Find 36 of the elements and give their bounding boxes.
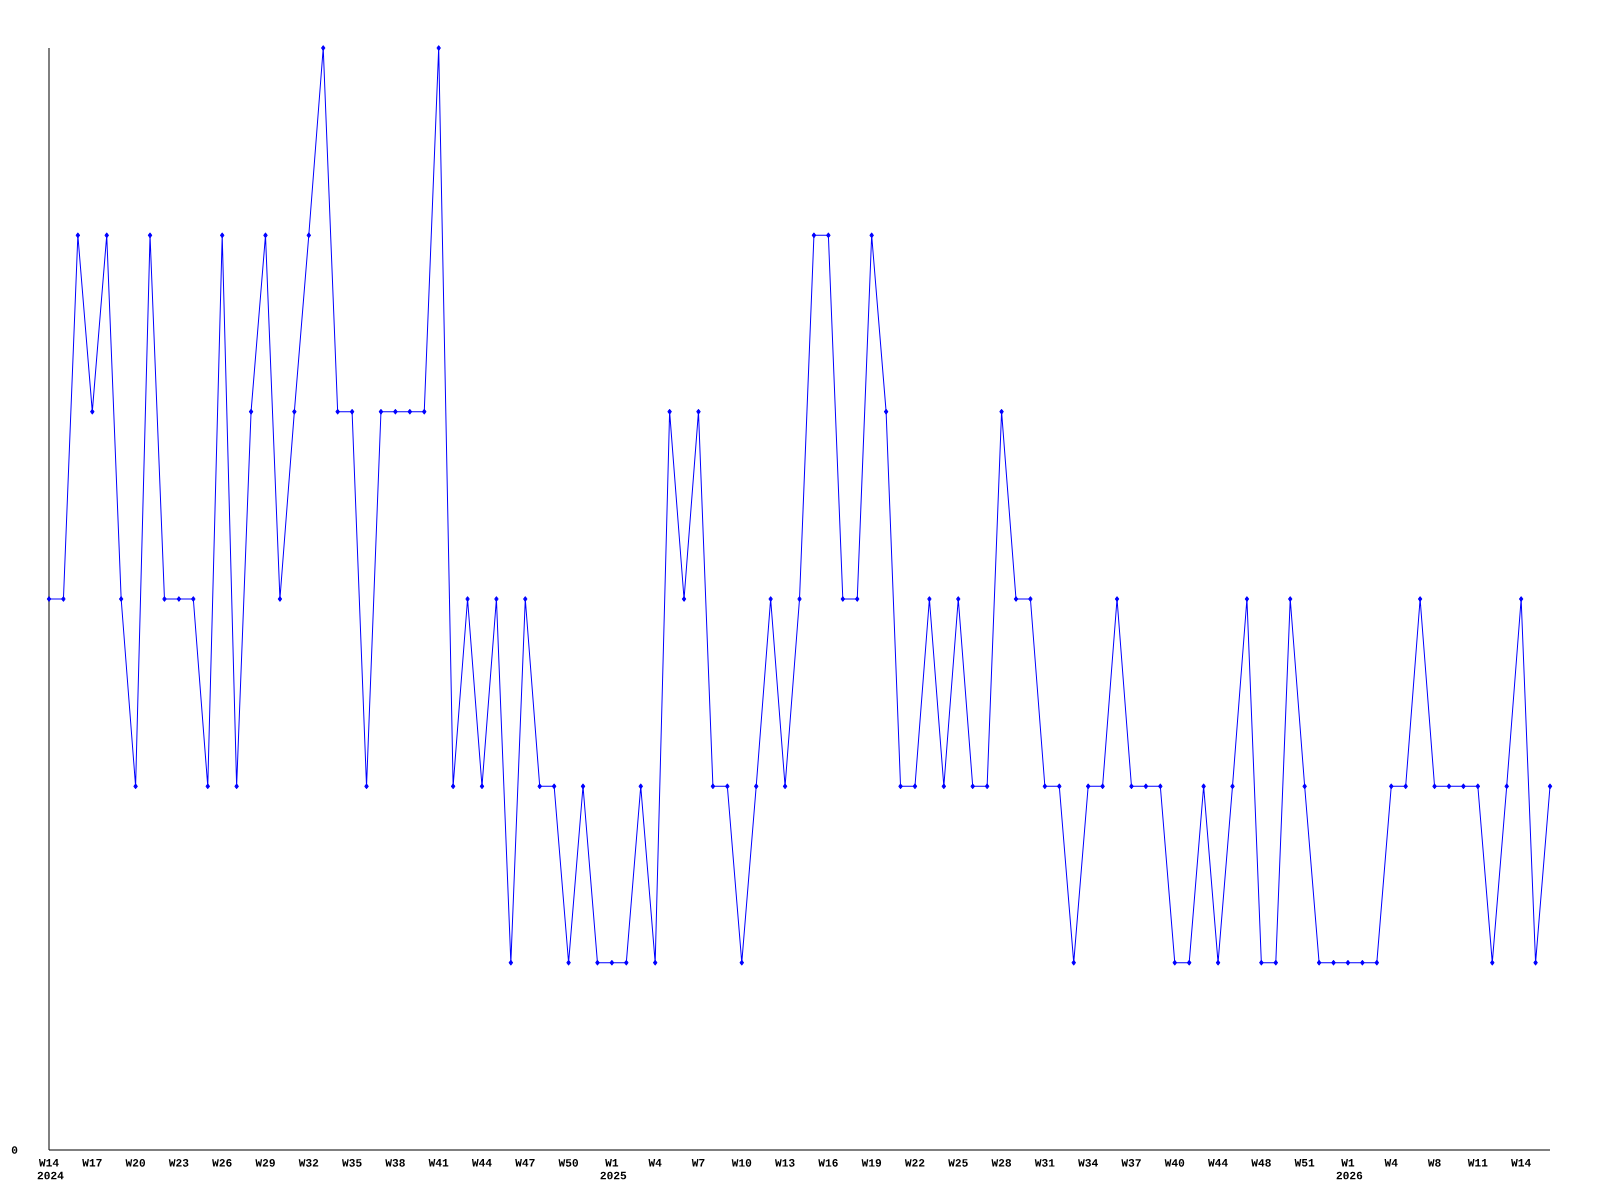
- x-tick-label: W7: [691, 1159, 705, 1167]
- x-tick-label: W1 2025: [600, 1159, 627, 1180]
- x-tick-label: W41: [428, 1159, 449, 1167]
- x-tick-label: W4: [648, 1159, 662, 1167]
- x-tick-label: W20: [125, 1159, 146, 1167]
- x-tick-label: W22: [904, 1159, 925, 1167]
- x-tick-label: W44: [1207, 1159, 1228, 1167]
- x-tick-label: W34: [1078, 1159, 1098, 1167]
- x-tick-label: W14: [1511, 1159, 1531, 1167]
- text: 0: [11, 1146, 18, 1154]
- x-tick-label: W16: [818, 1159, 838, 1167]
- x-tick-label: W14 2024: [37, 1159, 64, 1180]
- x-tick-label: W19: [861, 1159, 882, 1167]
- x-tick-label: W29: [255, 1159, 275, 1167]
- x-tick-label: W32: [298, 1159, 319, 1167]
- x-tick-label: W4: [1384, 1159, 1398, 1167]
- x-tick-label: W40: [1164, 1159, 1185, 1167]
- x-tick-label: W51: [1294, 1159, 1315, 1167]
- x-tick-label: W50: [558, 1159, 579, 1167]
- x-tick-label: W10: [731, 1159, 752, 1167]
- x-tick-label: W48: [1251, 1159, 1271, 1167]
- x-tick-label: W1 2026: [1336, 1159, 1363, 1180]
- x-tick-label: W23: [168, 1159, 189, 1167]
- x-tick-label: W13: [774, 1159, 795, 1167]
- x-tick-label: W44: [471, 1159, 492, 1167]
- x-tick-label: W37: [1121, 1159, 1141, 1167]
- x-tick-label: W17: [82, 1159, 102, 1167]
- x-tick-label: W35: [342, 1159, 362, 1167]
- x-tick-label: W47: [515, 1159, 535, 1167]
- x-tick-label: W25: [948, 1159, 968, 1167]
- x-tick-label: W11: [1467, 1159, 1488, 1167]
- x-tick-label: W26: [212, 1159, 232, 1167]
- x-tick-label: W28: [991, 1159, 1012, 1167]
- x-tick-label: W31: [1034, 1159, 1055, 1167]
- x-tick-label: W8: [1427, 1159, 1441, 1167]
- x-tick-label: W38: [385, 1159, 405, 1167]
